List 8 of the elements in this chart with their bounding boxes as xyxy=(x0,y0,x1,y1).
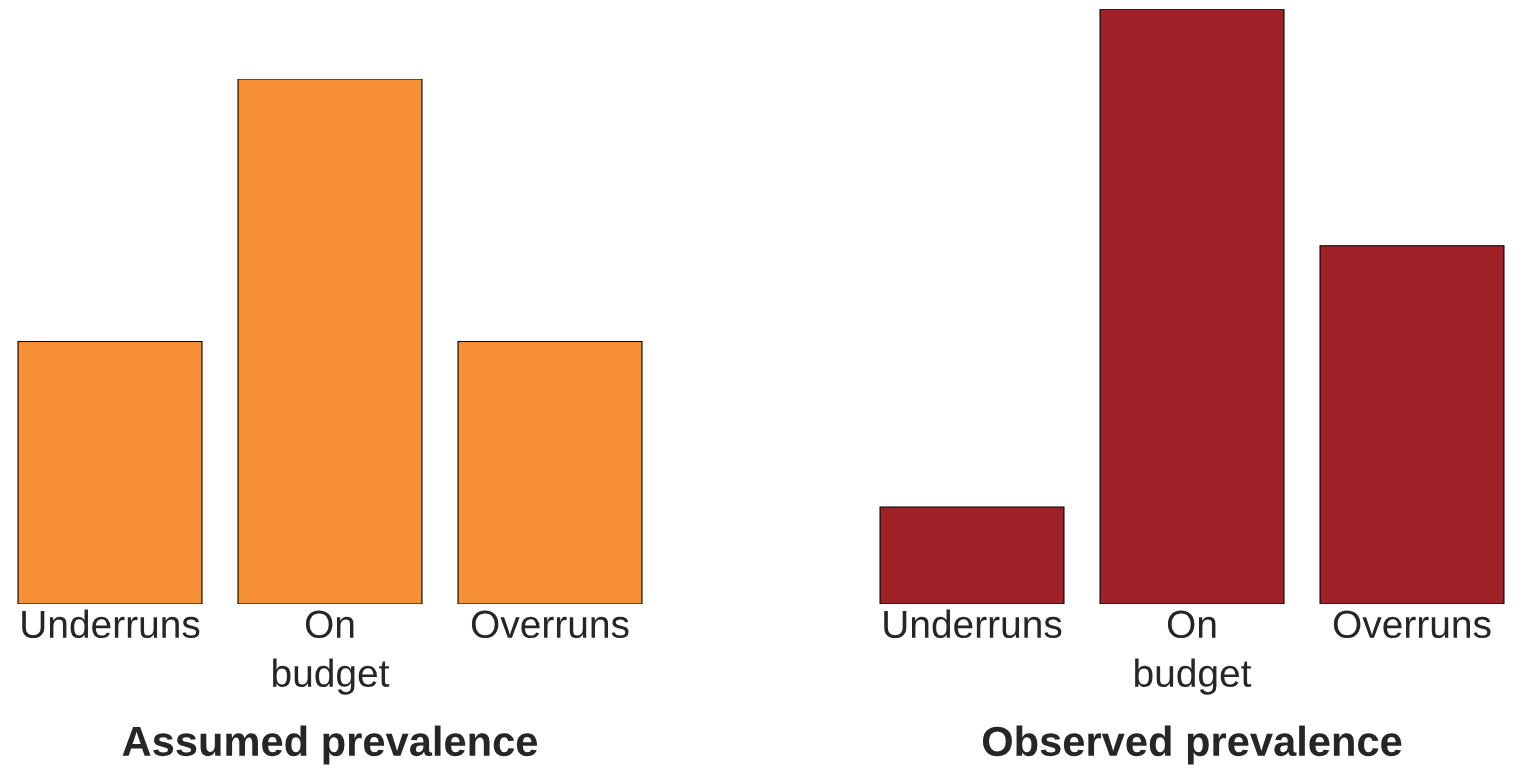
x-tick-label: Overruns xyxy=(1333,610,1491,639)
x-tick-label: Underruns xyxy=(884,609,1062,639)
x-tick-label: On budget xyxy=(273,610,390,695)
text: Observed prevalence xyxy=(982,725,1402,765)
x-tick-label: Overruns xyxy=(471,610,629,639)
x-tick-label: On budget xyxy=(1135,610,1252,695)
x-tick-label: Underruns xyxy=(22,609,200,639)
text: Assumed prevalence xyxy=(122,725,538,765)
